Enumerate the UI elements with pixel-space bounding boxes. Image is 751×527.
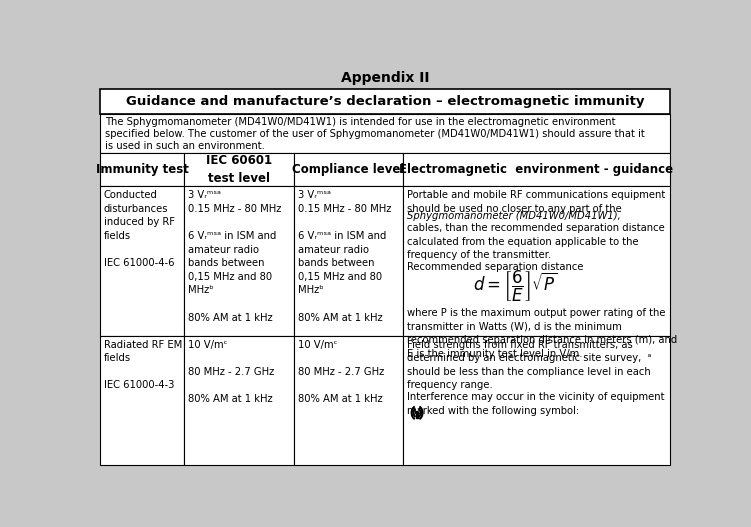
Text: Field strengths from fixed RF transmitters, as
determined by an electromagnetic : Field strengths from fixed RF transmitte… [407, 340, 651, 391]
Text: Immunity test: Immunity test [96, 163, 189, 176]
Text: The Sphygmomanometer (MD41W0/MD41W1) is intended for use in the electromagnetic : The Sphygmomanometer (MD41W0/MD41W1) is … [104, 117, 615, 127]
Bar [294, 336, 403, 465]
Text: Sphygmomanometer (MD41W0/MD41W1),: Sphygmomanometer (MD41W0/MD41W1), [407, 211, 621, 221]
Bar [403, 187, 670, 336]
Circle shape [415, 412, 418, 414]
Bar [403, 336, 670, 465]
Text: Electromagnetic  environment - guidance: Electromagnetic environment - guidance [400, 163, 674, 176]
Bar [294, 152, 403, 187]
Text: Radiated RF EM
fields

IEC 61000-4-3: Radiated RF EM fields IEC 61000-4-3 [104, 340, 182, 391]
Bar [185, 187, 294, 336]
Bar [100, 152, 185, 187]
Text: Recommended separation distance: Recommended separation distance [407, 262, 584, 272]
Text: 10 V/mᶜ

80 MHz - 2.7 GHz

80% AM at 1 kHz: 10 V/mᶜ 80 MHz - 2.7 GHz 80% AM at 1 kHz [297, 340, 384, 404]
Text: $d = \left[\dfrac{6}{E}\right]\sqrt{P}$: $d = \left[\dfrac{6}{E}\right]\sqrt{P}$ [473, 269, 557, 304]
Text: Portable and mobile RF communications equipment
should be used no closer to any : Portable and mobile RF communications eq… [407, 190, 665, 214]
Text: specified below. The customer of the user of Sphygmomanometer (MD41W0/MD41W1) sh: specified below. The customer of the use… [104, 129, 644, 139]
Text: 10 V/mᶜ

80 MHz - 2.7 GHz

80% AM at 1 kHz: 10 V/mᶜ 80 MHz - 2.7 GHz 80% AM at 1 kHz [189, 340, 275, 404]
Text: 3 Vᵣᵐˢᵃ
0.15 MHz - 80 MHz

6 Vᵣᵐˢᵃ in ISM and
amateur radio
bands between
0,15 M: 3 Vᵣᵐˢᵃ 0.15 MHz - 80 MHz 6 Vᵣᵐˢᵃ in ISM… [189, 190, 282, 323]
Text: Appendix II: Appendix II [341, 71, 429, 85]
Bar [100, 187, 185, 336]
Bar [100, 114, 670, 152]
Bar [403, 152, 670, 187]
Bar [100, 67, 670, 89]
Text: Guidance and manufacture’s declaration – electromagnetic immunity: Guidance and manufacture’s declaration –… [125, 95, 644, 108]
Bar [294, 187, 403, 336]
Bar [100, 89, 670, 114]
Bar [100, 336, 185, 465]
Text: IEC 60601
test level: IEC 60601 test level [206, 154, 272, 184]
Text: 3 Vᵣᵐˢᵃ
0.15 MHz - 80 MHz

6 Vᵣᵐˢᵃ in ISM and
amateur radio
bands between
0,15 M: 3 Vᵣᵐˢᵃ 0.15 MHz - 80 MHz 6 Vᵣᵐˢᵃ in ISM… [297, 190, 391, 323]
Text: is used in such an environment.: is used in such an environment. [104, 141, 264, 151]
Bar [185, 152, 294, 187]
Text: Conducted
disturbances
induced by RF
fields

IEC 61000-4-6: Conducted disturbances induced by RF fie… [104, 190, 175, 268]
Text: where P is the maximum output power rating of the
transmitter in Watts (W), d is: where P is the maximum output power rati… [407, 308, 677, 359]
Text: Interference may occur in the vicinity of equipment
marked with the following sy: Interference may occur in the vicinity o… [407, 392, 665, 416]
Text: Compliance level: Compliance level [292, 163, 405, 176]
Bar [185, 336, 294, 465]
Polygon shape [415, 414, 418, 418]
Text: cables, than the recommended separation distance
calculated from the equation ap: cables, than the recommended separation … [407, 223, 665, 260]
